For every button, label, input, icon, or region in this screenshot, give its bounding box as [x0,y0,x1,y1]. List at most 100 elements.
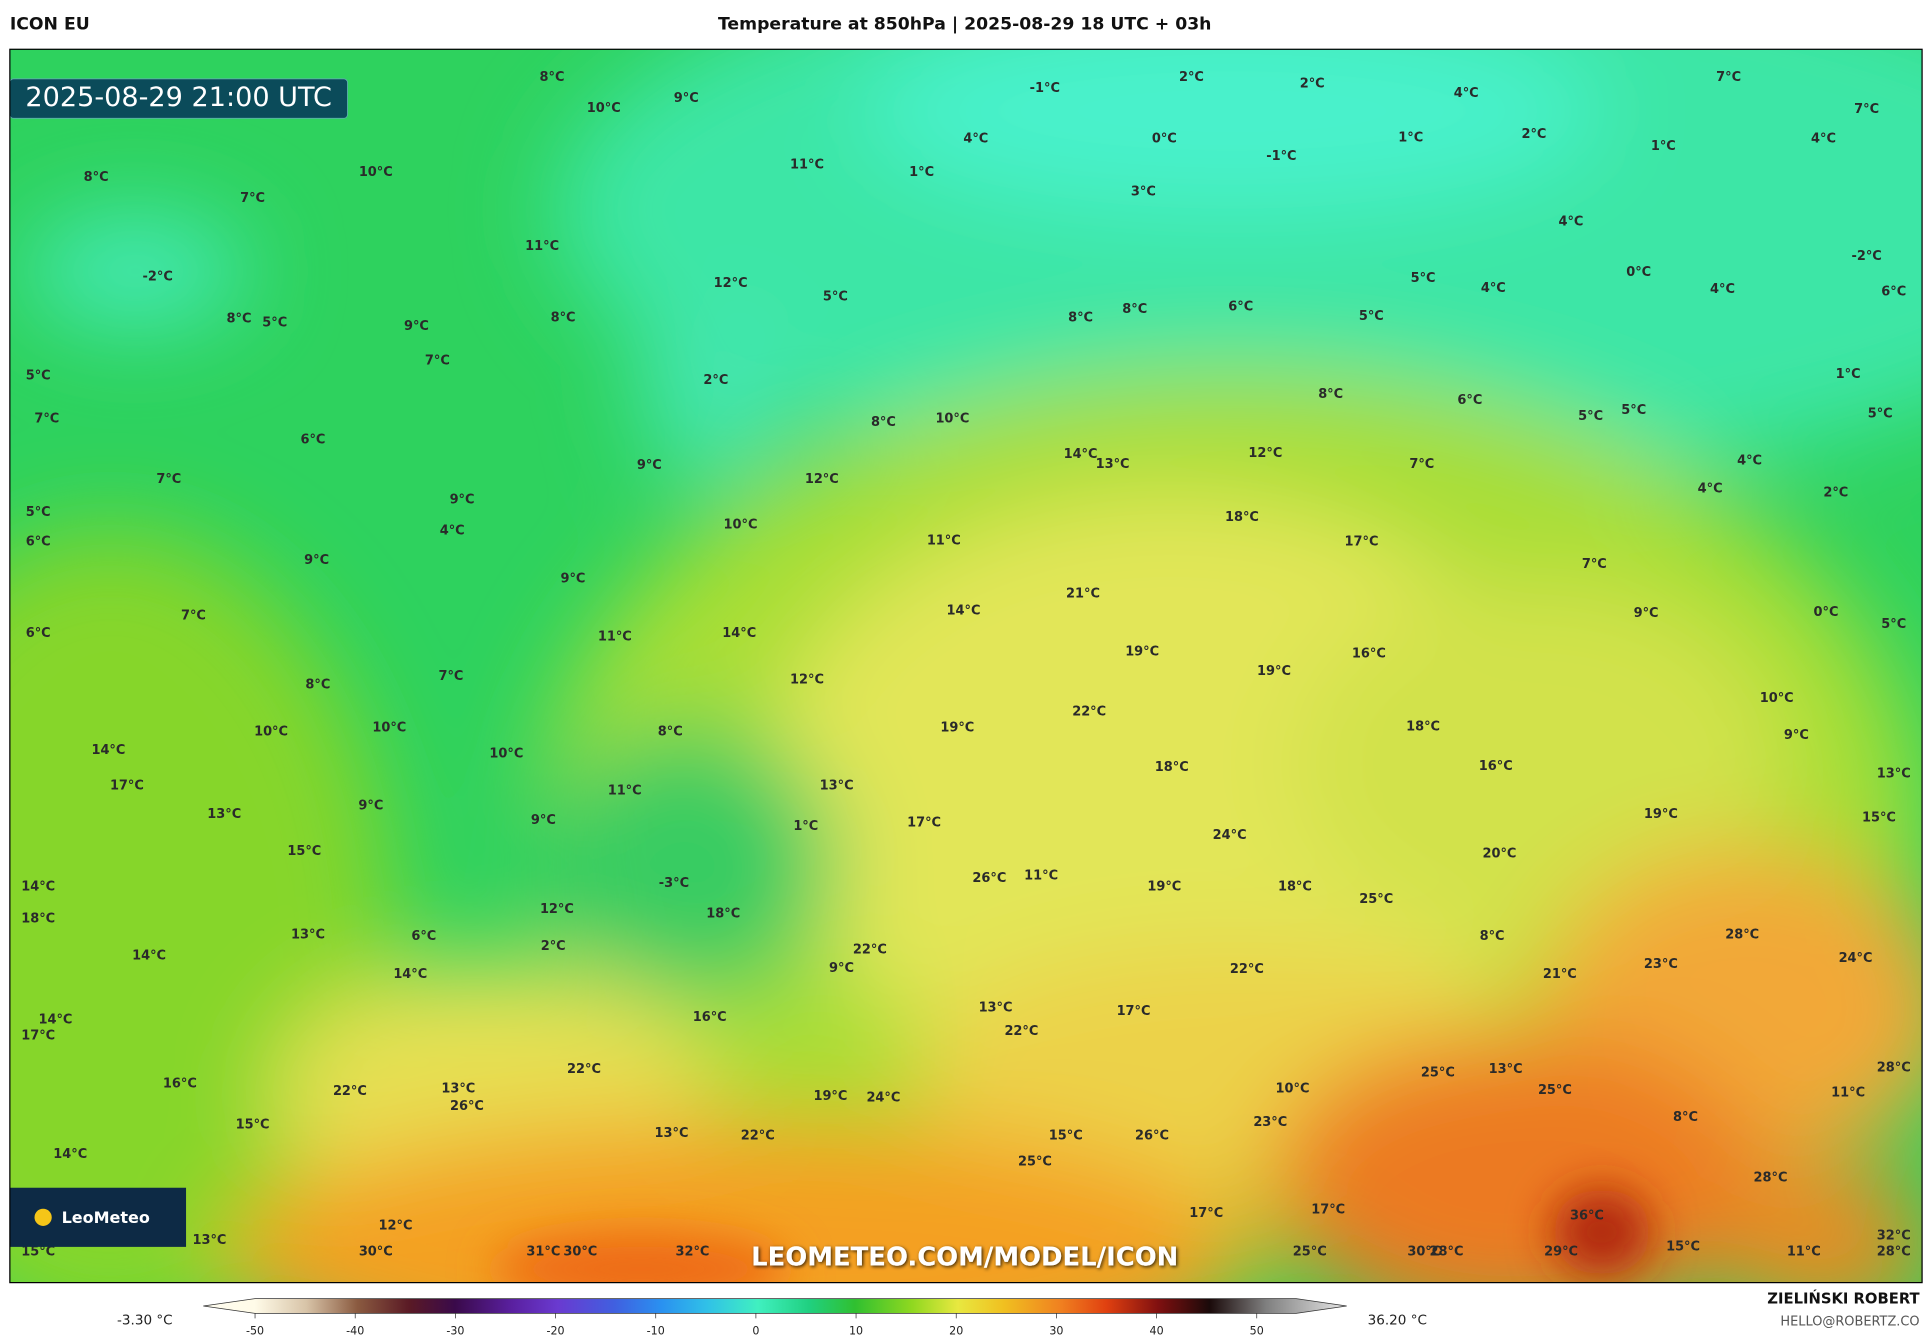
temperature-label: 8°C [540,70,565,85]
temperature-label: 13°C [655,1126,689,1141]
temperature-label: 15°C [21,1244,55,1259]
colorbar-tick-label: -10 [647,1324,665,1337]
temperature-label: 12°C [714,276,748,291]
colorbar-tick-label: 0 [752,1324,759,1337]
colorbar-scale [203,1298,1347,1314]
temperature-label: 15°C [287,844,321,859]
temperature-label: 6°C [411,929,436,944]
temperature-label: 26°C [972,871,1006,886]
temperature-label: -2°C [1851,249,1881,264]
temperature-label: 11°C [927,533,961,548]
temperature-label: 8°C [1673,1110,1698,1125]
temperature-label: 29°C [1544,1244,1578,1259]
temperature-labels: 8°C 9°C 10°C -1°C 2°C 2°C 4°C 7°C 7°C 11°C 1°C 4°C 0… [21,70,1910,1259]
min-value: -3.30 °C [117,1313,173,1329]
temperature-label: 15°C [1666,1239,1700,1254]
temperature-label: 10°C [587,101,621,116]
temperature-label: 19°C [1257,664,1291,679]
temperature-label: 24°C [1839,951,1873,966]
temperature-label: 19°C [940,721,974,736]
temperature-label: 4°C [963,132,988,147]
temperature-label: 7°C [181,609,206,624]
temperature-label: 12°C [805,472,839,487]
temperature-label: 14°C [132,949,166,964]
temperature-label: 17°C [1117,1004,1151,1019]
temperature-label: 6°C [26,626,51,641]
temperature-label: 6°C [300,432,325,447]
colorbar-tick-label: -40 [346,1324,364,1337]
temperature-label: 4°C [1698,482,1723,497]
temperature-label: 22°C [741,1128,775,1143]
temperature-label: 9°C [450,493,475,508]
temperature-label: 4°C [1811,132,1836,147]
temperature-label: 2°C [1823,485,1848,500]
colorbar-tick-label: 10 [849,1324,863,1337]
temperature-label: 25°C [1359,892,1393,907]
temperature-label: 8°C [658,724,683,739]
temperature-label: 1°C [1651,139,1676,154]
temperature-label: 22°C [1230,962,1264,977]
temperature-label: 9°C [560,572,585,587]
temperature-label: 9°C [531,813,556,828]
temperature-label: 5°C [262,315,287,330]
temperature-label: 25°C [1018,1154,1052,1169]
temperature-label: 9°C [637,458,662,473]
temperature-label: 11°C [525,239,559,254]
temperature-label: 14°C [38,1013,72,1028]
temperature-label: -3°C [659,876,689,891]
temperature-label: 1°C [1398,130,1423,145]
temperature-label: 7°C [1582,557,1607,572]
temperature-label: 17°C [1189,1206,1223,1221]
temperature-label: 18°C [1278,880,1312,895]
temperature-label: 8°C [1318,387,1343,402]
temperature-label: 1°C [909,165,934,180]
temperature-label: 32°C [1877,1228,1911,1243]
temperature-label: 36°C [1570,1209,1604,1224]
temperature-label: 13°C [979,1000,1013,1015]
temperature-label: 12°C [540,902,574,917]
temperature-label: 0°C [1152,132,1177,147]
temperature-label: 18°C [21,912,55,927]
temperature-label: 31°C [526,1244,560,1259]
temperature-label: 6°C [1881,285,1906,300]
temperature-label: 15°C [236,1117,270,1132]
temperature-label: 9°C [829,961,854,976]
temperature-label: 14°C [722,626,756,641]
temperature-label: 10°C [359,165,393,180]
temperature-label: 7°C [156,472,181,487]
temperature-label: 4°C [440,524,465,539]
temperature-label: 14°C [1064,447,1098,462]
temperature-label: 8°C [1480,929,1505,944]
temperature-label: 22°C [567,1062,601,1077]
temperature-label: 5°C [26,505,51,520]
temperature-label: 5°C [823,289,848,304]
temperature-label: 18°C [1155,760,1189,775]
temperature-label: 5°C [1621,403,1646,418]
temperature-label: 16°C [1479,759,1513,774]
temperature-label: 11°C [790,158,824,173]
temperature-label: 9°C [358,798,383,813]
temperature-label: 11°C [1831,1085,1865,1100]
temperature-label: 7°C [425,354,450,369]
temperature-label: 22°C [1072,705,1106,720]
temperature-label: 32°C [675,1244,709,1259]
temperature-label: 14°C [947,604,981,619]
colorbar-tick-label: 30 [1049,1324,1063,1337]
temperature-label: 16°C [1352,647,1386,662]
temperature-label: 8°C [1122,302,1147,317]
temperature-label: 4°C [1454,86,1479,101]
colorbar-tick-label: 40 [1150,1324,1164,1337]
max-value: 36.20 °C [1368,1313,1427,1329]
temperature-label: 13°C [1096,457,1130,472]
temperature-label: 13°C [1877,766,1911,781]
temperature-label: 4°C [1710,282,1735,297]
temperature-label: 10°C [489,747,523,762]
temperature-label: 17°C [110,779,144,794]
temperature-label: 30°C [1407,1244,1441,1259]
temperature-label: 25°C [1293,1244,1327,1259]
temperature-label: 30°C [359,1244,393,1259]
temperature-label: 28°C [1877,1061,1911,1076]
temperature-label: 8°C [871,415,896,430]
valid-time: 2025-08-29 21:00 UTC [25,82,331,113]
